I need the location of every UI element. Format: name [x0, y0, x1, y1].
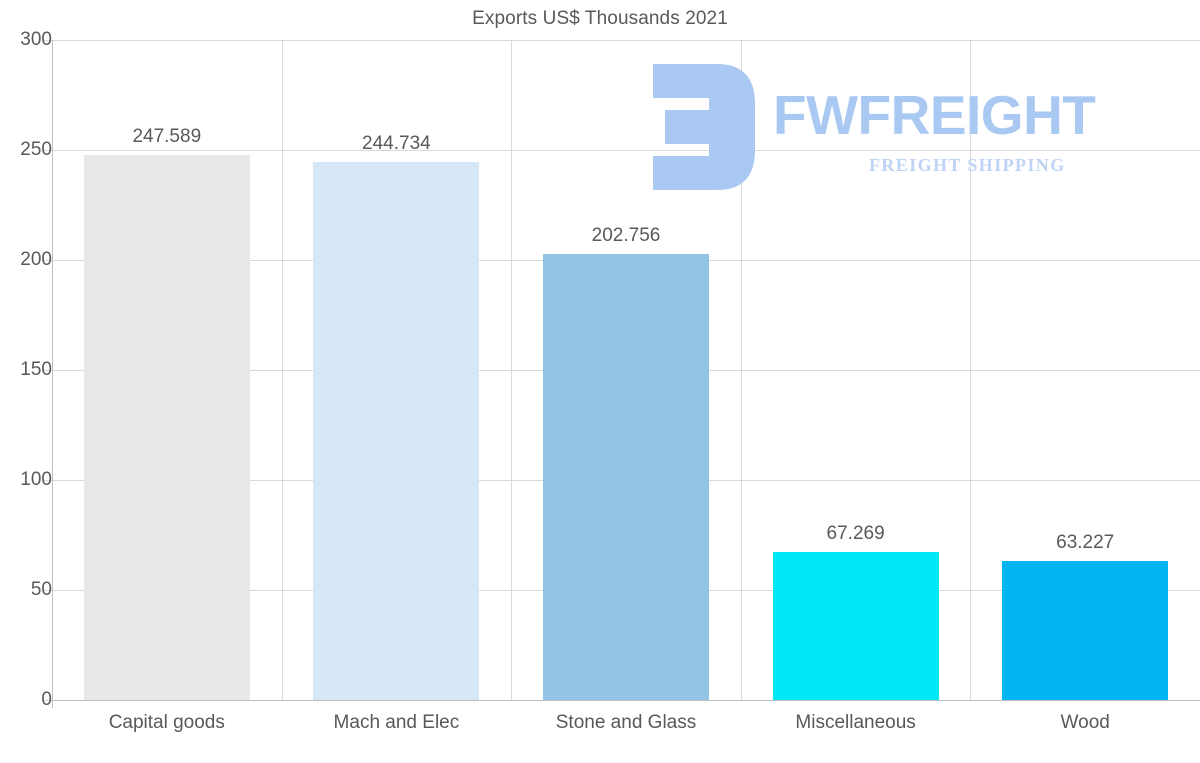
bar[interactable]: [772, 552, 939, 700]
bar[interactable]: [1002, 560, 1169, 700]
y-tick-label: 100: [20, 469, 52, 490]
category-label: Wood: [1060, 712, 1110, 733]
y-tick-mark: [44, 700, 52, 701]
gridline: [52, 40, 1200, 41]
vertical-gridlines: [52, 40, 1200, 700]
y-axis-line: [52, 40, 53, 708]
y-axis: 0 50 100 150 200 250 300: [0, 0, 52, 763]
bar-value-label: 247.589: [132, 126, 202, 148]
y-tick-label: 150: [20, 359, 52, 380]
x-axis-line: [52, 700, 1200, 701]
category-divider: [741, 40, 742, 700]
y-tick-mark: [44, 150, 52, 151]
y-tick-label: 50: [30, 579, 52, 600]
category-label: Capital goods: [108, 712, 225, 733]
bar[interactable]: [83, 155, 250, 700]
plot-area: [52, 40, 1200, 701]
y-tick-label: 250: [20, 139, 52, 160]
bar-value-label: 244.734: [362, 132, 431, 154]
category-divider: [282, 40, 283, 700]
bar-value-label: 67.269: [826, 523, 885, 544]
y-tick-label: 200: [20, 249, 52, 270]
bar[interactable]: [313, 161, 480, 700]
y-tick-mark: [44, 480, 52, 481]
category-label: Mach and Elec: [333, 712, 460, 733]
bars-layer: [52, 40, 1200, 700]
category-label: Stone and Glass: [555, 712, 697, 733]
y-tick-mark: [44, 40, 52, 41]
gridline: [52, 150, 1200, 151]
category-divider: [511, 40, 512, 700]
y-tick-mark: [44, 590, 52, 591]
chart-title: Exports US$ Thousands 2021: [472, 8, 728, 29]
y-tick-label: 300: [20, 29, 52, 50]
y-tick-mark: [44, 370, 52, 371]
bar-value-label: 202.756: [591, 224, 661, 246]
y-tick-mark: [44, 260, 52, 261]
y-tick-label: 0: [41, 689, 52, 710]
bar-value-label: 63.227: [1056, 531, 1115, 553]
category-divider: [970, 40, 971, 700]
category-label: Miscellaneous: [795, 712, 916, 733]
bar[interactable]: [543, 253, 709, 700]
